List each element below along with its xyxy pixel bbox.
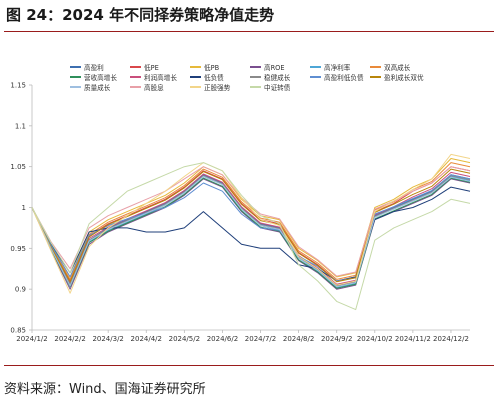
legend-label: 双高成长 [384, 64, 411, 72]
x-tick-label: 2024/5/2 [169, 335, 200, 343]
legend-label: 盈利成长双优 [384, 74, 424, 82]
series-line-12 [31, 168, 471, 283]
legend-swatch [370, 76, 381, 78]
legend-label: 低PE [144, 64, 159, 72]
legend-item: 高ROE [250, 62, 285, 72]
chart-lines [31, 153, 471, 311]
legend-item: 高净利率 [310, 62, 350, 72]
legend-swatch [130, 66, 141, 68]
series-line-3 [31, 158, 471, 278]
legend-swatch [310, 66, 321, 68]
legend-label: 正股强势 [204, 84, 231, 92]
legend-item: 利润高增长 [130, 72, 177, 82]
chart-axes: 0.85 0.9 0.95 1 1.05 1.1 1.15 2024/1/2 2024/2/2 2… [10, 82, 470, 343]
x-tick-label: 2024/6/2 [207, 335, 238, 343]
legend-swatch [130, 76, 141, 78]
legend-label: 中证转债 [264, 84, 291, 92]
legend-item: 营收高增长 [70, 72, 117, 82]
legend-item: 低负债 [190, 72, 224, 82]
title-underline [4, 31, 494, 32]
legend-label: 高ROE [264, 64, 285, 72]
legend-item: 高盈利低负债 [310, 72, 364, 82]
legend-swatch [250, 66, 261, 68]
legend-label: 稳健成长 [264, 74, 291, 82]
series-line-15 [31, 153, 471, 294]
y-tick-label: 1 [22, 204, 26, 212]
legend-swatch [250, 76, 261, 78]
y-tick-label: 0.95 [10, 245, 26, 253]
legend-swatch [70, 76, 81, 78]
x-tick-label: 2024/2/2 [54, 335, 85, 343]
legend-swatch [130, 86, 141, 88]
source-rule [4, 365, 494, 366]
x-tick-label: 2024/12/2 [433, 335, 469, 343]
legend-label: 营收高增长 [84, 74, 117, 82]
legend-item: 双高成长 [370, 62, 410, 72]
series-line-4 [31, 178, 471, 290]
legend-swatch [190, 76, 201, 78]
legend-item: 正股强势 [190, 82, 230, 92]
x-tick-label: 2024/3/2 [92, 335, 123, 343]
legend-label: 高净利率 [324, 64, 351, 72]
x-tick-label: 2024/1/2 [16, 335, 47, 343]
legend-label: 高盈利 [84, 64, 104, 72]
y-tick-label: 1.1 [15, 122, 26, 130]
figure-title: 图 24：2024 年不同择券策略净值走势 [6, 6, 275, 24]
legend-swatch [190, 86, 201, 88]
x-tick-label: 2024/8/2 [283, 335, 314, 343]
legend-label: 低负债 [204, 74, 224, 82]
y-tick-label: 1.15 [10, 82, 26, 90]
legend-swatch [70, 66, 81, 68]
legend-swatch [370, 66, 381, 68]
legend-swatch [250, 86, 261, 88]
x-tick-label: 2024/9/2 [321, 335, 352, 343]
legend-item: 高盈利 [70, 62, 104, 72]
y-tick-label: 1.05 [10, 163, 26, 171]
x-tick-label: 2024/11/2 [395, 335, 431, 343]
legend-label: 高盈利低负债 [324, 74, 364, 82]
series-line-11 [31, 174, 471, 282]
legend-item: 低PE [130, 62, 159, 72]
legend-item: 盈利成长双优 [370, 72, 424, 82]
legend-label: 低PB [204, 64, 220, 72]
legend-item: 高股息 [130, 82, 164, 92]
series-line-1 [31, 174, 471, 286]
legend-swatch [310, 76, 321, 78]
legend-item: 中证转债 [250, 82, 290, 92]
y-tick-label: 0.85 [10, 327, 26, 335]
legend-swatch [190, 66, 201, 68]
line-chart: 0.85 0.9 0.95 1 1.05 1.1 1.15 2024/1/2 2024/2/2 2… [10, 82, 471, 343]
series-line-7 [31, 177, 471, 289]
source-note: 资料来源：Wind、国海证券研究所 [4, 382, 206, 397]
x-tick-label: 2024/10/2 [357, 335, 393, 343]
legend-label: 高股息 [144, 84, 164, 92]
x-tick-label: 2024/7/2 [245, 335, 276, 343]
legend-swatch [70, 86, 81, 88]
x-tick-label: 2024/4/2 [131, 335, 162, 343]
legend-label: 利润高增长 [144, 74, 177, 82]
series-line-16 [31, 162, 471, 311]
legend-item: 稳健成长 [250, 72, 290, 82]
y-tick-label: 0.9 [15, 286, 26, 294]
legend-item: 低PB [190, 62, 219, 72]
legend-label: 质量成长 [84, 84, 111, 92]
series-line-2 [31, 166, 471, 282]
legend-item: 质量成长 [70, 82, 110, 92]
series-line-9 [31, 186, 471, 282]
